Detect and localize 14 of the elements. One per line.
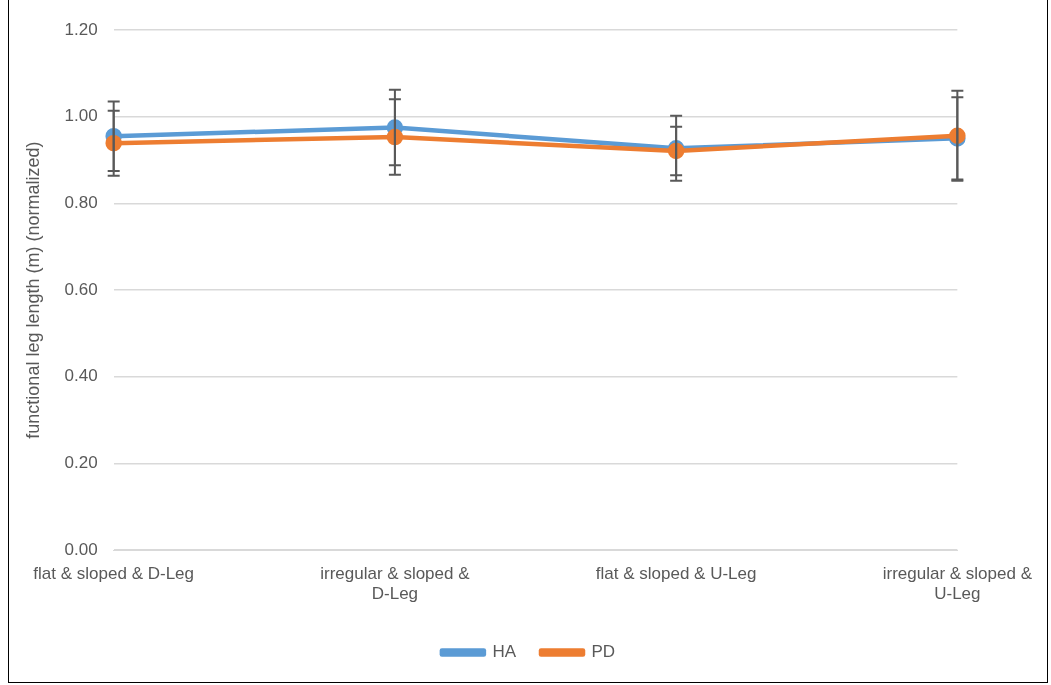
y-tick-label: 1.20 [64, 19, 98, 39]
legend-label: PD [591, 642, 616, 662]
x-tick-label: irregular & sloped & U-Leg [882, 564, 1033, 604]
x-tick-label: irregular & sloped & D-Leg [320, 564, 471, 604]
y-tick-label: 0.20 [64, 453, 98, 473]
y-tick-label: 0.80 [64, 193, 98, 213]
y-tick-label: 1.00 [64, 106, 98, 126]
y-axis-title: functional leg length (m) (normalized) [22, 141, 43, 439]
y-tick-label: 0.40 [64, 366, 98, 386]
legend-label: HA [492, 642, 517, 662]
x-tick-label: flat & sloped & U-Leg [595, 564, 757, 584]
y-tick-label: 0.00 [64, 539, 98, 559]
y-tick-label: 0.60 [64, 279, 98, 299]
x-tick-label: flat & sloped & D-Leg [33, 564, 195, 584]
